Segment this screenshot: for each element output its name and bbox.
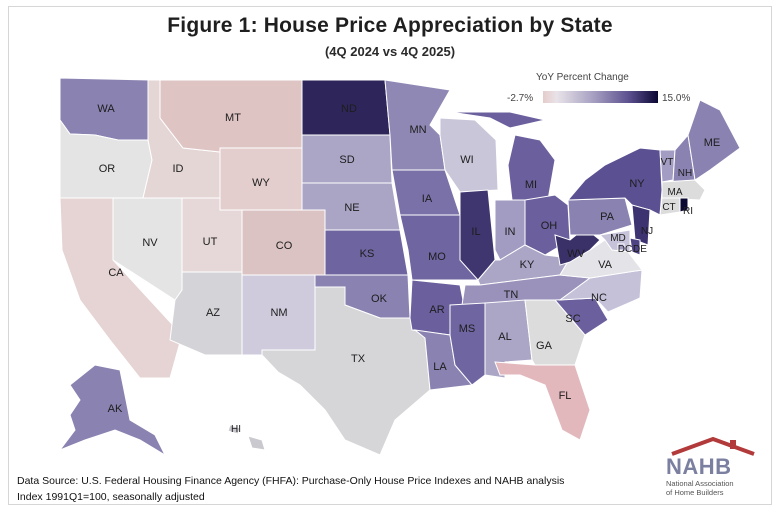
label-ri: RI [683, 206, 693, 217]
label-in: IN [505, 226, 516, 238]
logo-subtitle: National Association of Home Builders [666, 479, 761, 497]
label-nm: NM [270, 307, 287, 319]
label-az: AZ [206, 307, 220, 319]
data-source-note: Data Source: U.S. Federal Housing Financ… [17, 473, 564, 505]
label-mo: MO [428, 251, 446, 263]
figure-title: Figure 1: House Price Appreciation by St… [167, 14, 613, 37]
state-ma[interactable] [661, 179, 706, 201]
label-ms: MS [459, 323, 476, 335]
label-ut: UT [203, 236, 218, 248]
label-al: AL [498, 331, 511, 343]
label-wv: WV [567, 248, 585, 260]
label-nc: NC [591, 292, 607, 304]
label-ks: KS [360, 248, 375, 260]
label-ok: OK [371, 293, 388, 305]
state-hi[interactable] [227, 424, 266, 451]
state-ak[interactable] [58, 364, 167, 457]
label-ky: KY [520, 259, 535, 271]
label-sc: SC [565, 313, 580, 325]
label-me: ME [704, 137, 721, 149]
label-pa: PA [600, 211, 615, 223]
label-wy: WY [252, 177, 270, 189]
label-il: IL [471, 226, 480, 238]
label-ct: CT [662, 202, 675, 213]
label-mn: MN [409, 124, 426, 136]
logo-subtitle-line-2: of Home Builders [666, 488, 724, 497]
label-sd: SD [339, 154, 354, 166]
label-oh: OH [541, 220, 558, 232]
state-wv[interactable] [554, 227, 601, 266]
label-nv: NV [142, 237, 158, 249]
label-md: MD [610, 233, 626, 244]
map-frame [8, 6, 772, 505]
label-nh: NH [678, 168, 692, 179]
label-mi: MI [525, 179, 537, 191]
legend-max-label: 15.0% [662, 93, 691, 104]
source-line-1: Data Source: U.S. Federal Housing Financ… [17, 475, 565, 487]
label-co: CO [276, 240, 293, 252]
legend-gradient-bar [543, 91, 658, 103]
nahb-logo: NAHB National Association of Home Builde… [660, 436, 760, 498]
label-tx: TX [351, 353, 366, 365]
logo-subtitle-line-1: National Association [666, 479, 734, 488]
state-mo[interactable] [399, 214, 479, 281]
state-tx[interactable] [261, 286, 431, 456]
label-hi: HI [231, 424, 241, 435]
source-line-2: Index 1991Q1=100, seasonally adjusted [17, 491, 205, 503]
label-va: VA [598, 259, 613, 271]
label-or: OR [99, 163, 116, 175]
state-nj[interactable] [631, 204, 651, 246]
figure-subtitle: (4Q 2024 vs 4Q 2025) [324, 44, 456, 59]
state-de[interactable] [629, 237, 641, 256]
label-ca: CA [108, 267, 124, 279]
label-nd: ND [341, 103, 357, 115]
label-ga: GA [536, 340, 553, 352]
label-id: ID [173, 163, 184, 175]
label-ny: NY [629, 178, 645, 190]
label-ar: AR [429, 304, 444, 316]
label-wa: WA [97, 103, 115, 115]
label-tn: TN [504, 289, 519, 301]
state-fl[interactable] [494, 361, 591, 441]
color-legend: YoY Percent Change -2.7% 15.0% [500, 70, 700, 110]
label-vt: VT [661, 157, 674, 168]
state-dc[interactable] [617, 243, 625, 251]
logo-wordmark: NAHB [666, 454, 732, 479]
label-ia: IA [422, 193, 433, 205]
legend-min-label: -2.7% [507, 93, 534, 104]
label-mt: MT [225, 112, 241, 124]
label-ne: NE [344, 202, 359, 214]
state-ri[interactable] [679, 197, 689, 213]
label-fl: FL [559, 390, 572, 402]
label-ak: AK [108, 403, 123, 415]
legend-title: YoY Percent Change [536, 72, 629, 83]
label-ma: MA [668, 187, 683, 198]
label-la: LA [433, 361, 447, 373]
label-de: DE [633, 244, 647, 255]
label-wi: WI [460, 154, 473, 166]
label-nj: NJ [641, 226, 653, 237]
house-roof-icon [671, 436, 755, 456]
label-dc: DC [618, 244, 632, 255]
